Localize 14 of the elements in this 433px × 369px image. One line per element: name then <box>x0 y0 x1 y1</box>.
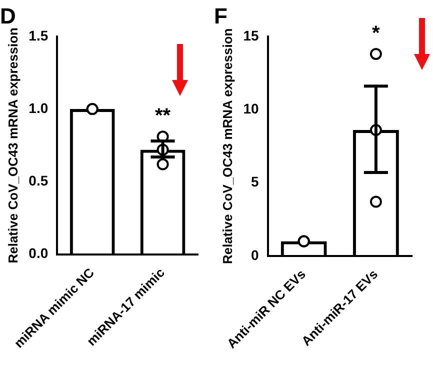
y-tick-label: 0.0 <box>28 245 48 262</box>
y-tick-label: 0.5 <box>28 172 48 189</box>
annotation: * <box>372 22 380 44</box>
y-tick-label: 10 <box>243 100 260 116</box>
y-axis-title: Relative CoV_OC43 mRNA expression <box>5 27 20 264</box>
chart-title: F <box>214 3 228 28</box>
y-axis-title: Relative CoV_OC43 mRNA expression <box>220 28 236 264</box>
y-tick-label: 1.0 <box>28 100 48 116</box>
y-tick-label: 15 <box>243 27 260 44</box>
chart-title: D <box>0 3 16 28</box>
annotation: ** <box>155 105 171 128</box>
y-tick-label: 0 <box>251 246 259 263</box>
y-tick-label: 5 <box>251 174 259 190</box>
y-tick-label: 1.5 <box>28 27 48 44</box>
